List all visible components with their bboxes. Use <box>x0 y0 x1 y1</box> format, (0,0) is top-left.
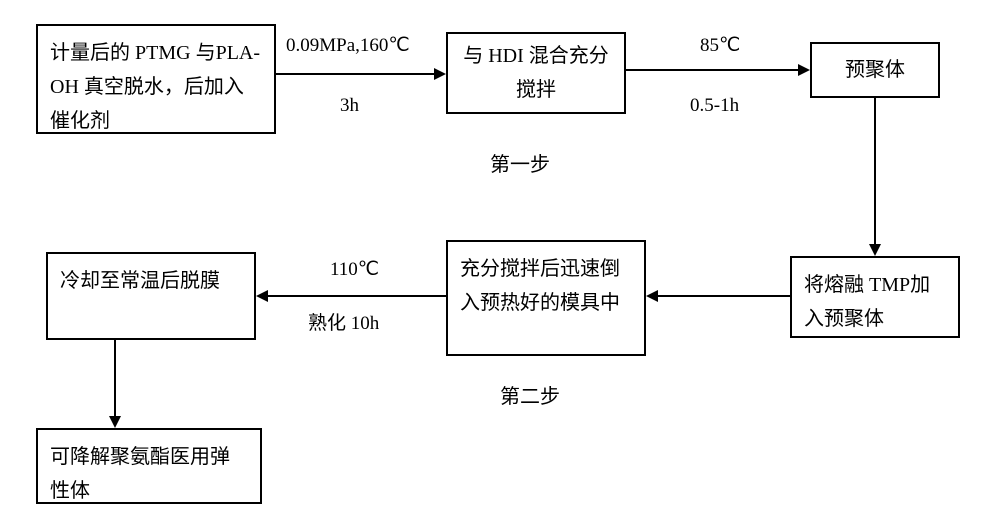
arrow-5 <box>256 292 446 312</box>
arrow-2 <box>626 66 810 86</box>
box-text: 与 HDI 混合充分搅拌 <box>460 39 612 107</box>
edge2-label-bottom: 0.5-1h <box>690 92 739 121</box>
step1-label: 第一步 <box>490 150 550 180</box>
box-final-product: 可降解聚氨酯医用弹性体 <box>36 428 262 504</box>
edge5-label-top: 110℃ <box>330 256 379 285</box>
arrow-6 <box>108 340 128 428</box>
box-mix-hdi: 与 HDI 混合充分搅拌 <box>446 32 626 114</box>
box-text: 计量后的 PTMG 与PLA-OH 真空脱水，后加入催化剂 <box>50 36 262 138</box>
box-prepolymer: 预聚体 <box>810 42 940 98</box>
edge5-label-bottom: 熟化 10h <box>308 310 379 339</box>
arrow-4 <box>646 292 790 312</box>
edge1-label-top: 0.09MPa,160℃ <box>286 32 410 61</box>
box-step1-dehydrate: 计量后的 PTMG 与PLA-OH 真空脱水，后加入催化剂 <box>36 24 276 134</box>
box-text: 充分搅拌后迅速倒入预热好的模具中 <box>460 252 632 320</box>
box-add-tmp: 将熔融 TMP加入预聚体 <box>790 256 960 338</box>
edge2-label-top: 85℃ <box>700 32 740 61</box>
box-text: 可降解聚氨酯医用弹性体 <box>50 440 248 508</box>
step2-label: 第二步 <box>500 382 560 412</box>
box-text: 预聚体 <box>845 53 905 87</box>
arrow-1 <box>276 70 446 90</box>
arrow-3 <box>868 98 888 256</box>
box-pour-mold: 充分搅拌后迅速倒入预热好的模具中 <box>446 240 646 356</box>
box-text: 将熔融 TMP加入预聚体 <box>804 268 946 336</box>
box-text: 冷却至常温后脱膜 <box>60 264 220 298</box>
box-cool-demold: 冷却至常温后脱膜 <box>46 252 256 340</box>
edge1-label-bottom: 3h <box>340 92 359 121</box>
